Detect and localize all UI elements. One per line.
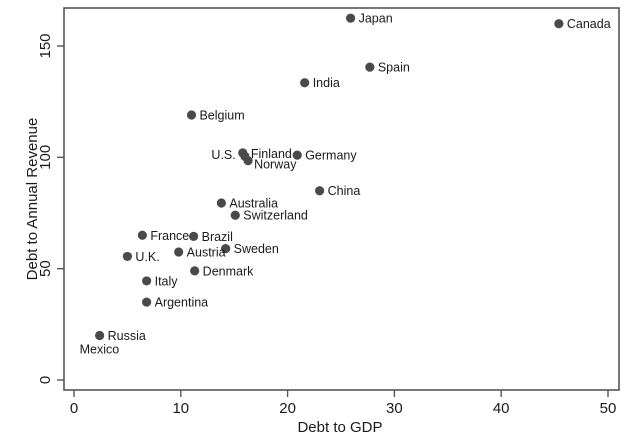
point-marker [137,230,147,240]
data-point: Argentina [142,296,208,310]
point-label: Switzerland [243,209,308,223]
point-label: Canada [567,17,611,31]
point-label: Argentina [155,296,209,310]
data-point: Italy [142,274,178,288]
data-point: Spain [365,61,410,75]
y-tick-label: 150 [37,33,54,58]
point-marker [142,297,152,307]
point-marker [346,13,356,23]
point-marker [554,19,564,29]
data-point: Mexico [80,342,120,356]
plot-frame [63,7,620,391]
point-label: Sweden [234,242,279,256]
data-point: China [315,184,360,198]
data-point: France [137,229,189,243]
point-marker [122,251,132,262]
point-label: Finland [251,147,292,161]
data-point: Switzerland [230,209,308,223]
point-label: France [150,229,189,243]
point-marker [216,198,226,208]
data-point: India [300,76,340,90]
point-label: Germany [305,149,357,163]
data-point: Sweden [221,242,279,256]
point-label: Mexico [80,342,120,356]
y-tick-label: 0 [37,376,54,384]
data-point: Norway [243,156,297,172]
data-point: Austria [174,245,226,259]
point-label: Norway [254,158,297,172]
data-point: U.K. [122,250,160,264]
point-label: Italy [155,274,179,288]
point-marker [190,266,200,276]
data-point: Germany [292,149,357,163]
x-tick-label: 10 [172,400,189,417]
x-tick-label: 40 [493,400,510,417]
y-axis-title: Debt to Annual Revenue [24,118,41,281]
data-point: Brazil [189,230,233,244]
point-marker [95,330,105,341]
point-label: Denmark [203,264,254,278]
x-tick-label: 30 [386,400,403,417]
x-axis: 0 10 20 30 40 50 [70,390,617,417]
data-point: Canada [554,17,611,31]
data-point: Belgium [186,109,245,123]
point-marker [315,186,325,196]
y-axis: 0 50 100 150 [37,33,64,384]
point-label: Spain [378,61,410,75]
point-marker [189,231,199,241]
data-point: Denmark [190,264,254,278]
point-label: Brazil [202,230,233,244]
point-marker [174,247,184,257]
point-marker [365,62,375,72]
x-axis-title: Debt to GDP [297,419,382,436]
point-marker [142,276,152,286]
point-label: U.K. [135,250,159,264]
point-label: Japan [359,12,393,26]
point-marker [292,150,302,160]
y-tick-label: 50 [37,260,54,277]
point-marker [230,210,240,220]
point-label: Austria [187,245,226,259]
x-tick-label: 20 [279,400,296,417]
x-tick-label: 50 [600,400,617,417]
data-points: Japan Canada Spain India Belgium U.S. FinlandN… [80,12,611,357]
point-label: India [313,76,340,90]
point-label: Australia [229,196,278,210]
point-label: U.S. [211,148,235,162]
data-point: Russia [95,329,146,343]
point-label: Belgium [199,109,244,123]
data-point: Australia [216,196,278,210]
point-marker [221,244,231,254]
point-label: Russia [108,329,146,343]
y-tick-label: 100 [37,145,54,170]
point-marker [186,110,197,120]
point-marker [300,78,310,88]
data-point: Japan [346,12,393,26]
point-marker [243,156,253,166]
point-label: China [328,184,361,198]
x-tick-label: 0 [70,400,78,417]
